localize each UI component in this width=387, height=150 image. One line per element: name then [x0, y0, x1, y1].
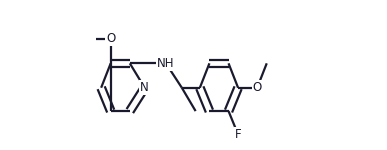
Text: N: N	[140, 81, 149, 94]
Text: F: F	[235, 128, 241, 141]
Text: NH: NH	[157, 57, 175, 70]
Text: O: O	[106, 32, 115, 45]
Text: O: O	[253, 81, 262, 94]
